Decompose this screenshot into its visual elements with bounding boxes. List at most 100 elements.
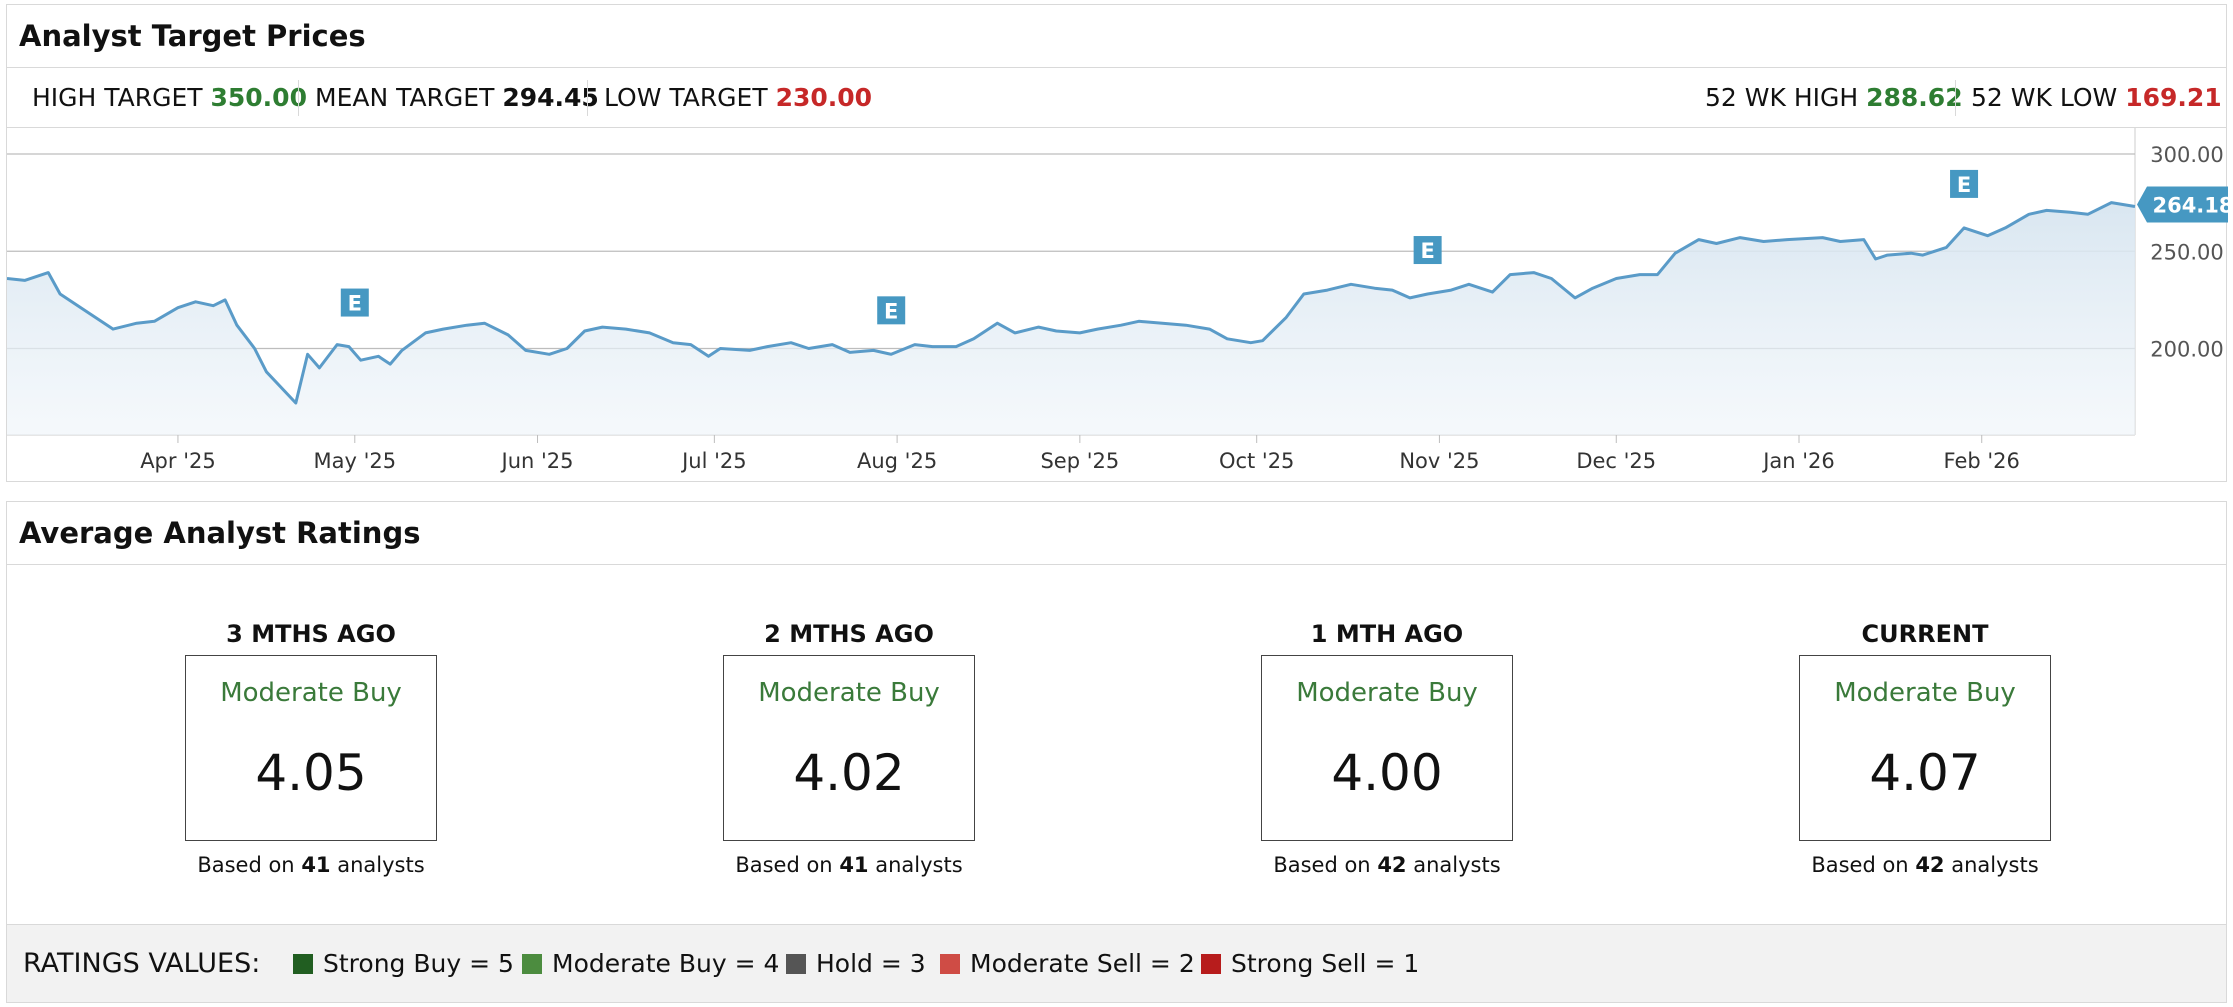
stat-divider — [587, 80, 588, 116]
x-tick-label: May '25 — [313, 449, 396, 473]
rating-3-months-ago: 3 MTHS AGO Moderate Buy 4.05 Based on 41… — [161, 617, 461, 877]
legend-hold: Hold = 3 — [786, 925, 926, 1003]
wk52-low-value: 169.21 — [2125, 83, 2222, 112]
y-tick-label: 200.00 — [2150, 338, 2223, 362]
low-target-value: 230.00 — [775, 83, 873, 112]
legend-label: Hold = 3 — [816, 949, 926, 978]
legend-swatch — [1201, 954, 1221, 974]
analysts-text: analysts — [1951, 853, 2039, 877]
ratings-columns: 3 MTHS AGO Moderate Buy 4.05 Based on 41… — [7, 617, 2226, 877]
rating-period: 2 MTHS AGO — [764, 620, 934, 648]
legend-label: Strong Sell = 1 — [1231, 949, 1420, 978]
low-target: LOW TARGET 230.00 — [604, 68, 872, 128]
high-target-value: 350.00 — [210, 83, 307, 112]
current-price-tag — [2137, 186, 2228, 223]
based-on-text: Based on — [197, 853, 295, 877]
based-on-text: Based on — [1273, 853, 1371, 877]
rating-analyst-count: Based on 42 analysts — [1237, 853, 1537, 877]
x-tick-label: Dec '25 — [1576, 449, 1656, 473]
earnings-marker-box — [877, 296, 906, 325]
earnings-marker-box — [340, 288, 369, 317]
earnings-marker-box — [1950, 169, 1979, 198]
current-price-label: 264.18 — [2152, 194, 2228, 218]
x-tick-label: Feb '26 — [1944, 449, 2020, 473]
low-target-label: LOW TARGET — [604, 83, 768, 112]
earnings-marker[interactable]: E — [340, 288, 369, 317]
rating-box: Moderate Buy 4.07 — [1799, 655, 2051, 841]
legend-swatch — [522, 954, 542, 974]
rating-score: 4.02 — [793, 744, 905, 802]
rating-score: 4.07 — [1869, 744, 1981, 802]
analyst-count: 42 — [1915, 853, 1945, 877]
earnings-marker-label: E — [348, 292, 362, 316]
rating-current: CURRENT Moderate Buy 4.07 Based on 42 an… — [1775, 617, 2075, 877]
earnings-marker-label: E — [884, 299, 898, 323]
earnings-marker-label: E — [1957, 173, 1971, 197]
analysts-text: analysts — [875, 853, 963, 877]
price-line — [7, 201, 2136, 405]
x-tick-label: Nov '25 — [1399, 449, 1479, 473]
analyst-count: 41 — [839, 853, 869, 877]
target-prices-title: Analyst Target Prices — [7, 5, 2226, 68]
mean-target: MEAN TARGET 294.45 — [315, 68, 599, 128]
rating-1-month-ago: 1 MTH AGO Moderate Buy 4.00 Based on 42 … — [1237, 617, 1537, 877]
rating-label: Moderate Buy — [758, 678, 940, 708]
legend-label: Strong Buy = 5 — [323, 949, 514, 978]
analyst-count: 42 — [1377, 853, 1407, 877]
mean-target-value: 294.45 — [502, 83, 599, 112]
legend-moderate-buy: Moderate Buy = 4 — [522, 925, 779, 1003]
rating-period: CURRENT — [1861, 620, 1989, 648]
legend-strong-buy: Strong Buy = 5 — [293, 925, 514, 1003]
x-tick-label: Jan '26 — [1761, 449, 1835, 473]
rating-label: Moderate Buy — [1296, 678, 1478, 708]
earnings-marker[interactable]: E — [877, 296, 906, 325]
y-tick-label: 250.00 — [2150, 240, 2223, 264]
based-on-text: Based on — [735, 853, 833, 877]
rating-2-months-ago: 2 MTHS AGO Moderate Buy 4.02 Based on 41… — [699, 617, 999, 877]
rating-analyst-count: Based on 41 analysts — [161, 853, 461, 877]
ratings-panel: Average Analyst Ratings 3 MTHS AGO Moder… — [6, 501, 2227, 1003]
rating-analyst-count: Based on 41 analysts — [699, 853, 999, 877]
analysts-text: analysts — [1413, 853, 1501, 877]
x-tick-label: Apr '25 — [140, 449, 216, 473]
ratings-legend: RATINGS VALUES: Strong Buy = 5 Moderate … — [7, 924, 2226, 1002]
wk52-low: 52 WK LOW 169.21 — [1971, 68, 2222, 128]
x-tick-label: Oct '25 — [1219, 449, 1294, 473]
earnings-marker[interactable]: E — [1413, 236, 1442, 265]
analyst-count: 41 — [301, 853, 331, 877]
x-tick-label: Jul '25 — [680, 449, 747, 473]
legend-label: Moderate Sell = 2 — [970, 949, 1195, 978]
wk52-low-label: 52 WK LOW — [1971, 83, 2118, 112]
rating-box: Moderate Buy 4.05 — [185, 655, 437, 841]
wk52-high: 52 WK HIGH 288.62 — [1705, 68, 1963, 128]
x-tick-label: Jun '25 — [500, 449, 574, 473]
legend-swatch — [940, 954, 960, 974]
price-chart[interactable]: 300.00 250.00 200.00 Apr '25 May '25 Jun '25 J… — [7, 5, 2228, 483]
legend-swatch — [786, 954, 806, 974]
x-tick-label: Aug '25 — [857, 449, 937, 473]
ratings-title: Average Analyst Ratings — [7, 502, 2226, 565]
rating-period: 3 MTHS AGO — [226, 620, 396, 648]
mean-target-label: MEAN TARGET — [315, 83, 495, 112]
high-target-label: HIGH TARGET — [32, 83, 203, 112]
y-tick-label: 300.00 — [2150, 143, 2223, 167]
high-target: HIGH TARGET 350.00 — [32, 68, 307, 128]
x-tick-label: Sep '25 — [1040, 449, 1119, 473]
wk52-high-label: 52 WK HIGH — [1705, 83, 1859, 112]
analysts-text: analysts — [337, 853, 425, 877]
target-stats-bar: HIGH TARGET 350.00 MEAN TARGET 294.45 LO… — [7, 68, 2226, 128]
rating-box: Moderate Buy 4.02 — [723, 655, 975, 841]
earnings-marker[interactable]: E — [1950, 169, 1979, 198]
legend-title: RATINGS VALUES: — [23, 948, 261, 979]
legend-label: Moderate Buy = 4 — [552, 949, 780, 978]
rating-score: 4.00 — [1331, 744, 1443, 802]
rating-label: Moderate Buy — [1834, 678, 2016, 708]
rating-score: 4.05 — [255, 744, 367, 802]
legend-moderate-sell: Moderate Sell = 2 — [940, 925, 1195, 1003]
rating-box: Moderate Buy 4.00 — [1261, 655, 1513, 841]
legend-swatch — [293, 954, 313, 974]
price-area — [7, 202, 2135, 435]
wk52-high-value: 288.62 — [1866, 83, 1963, 112]
target-prices-panel: Analyst Target Prices HIGH TARGET 350.00… — [6, 4, 2228, 483]
rating-period: 1 MTH AGO — [1310, 620, 1464, 648]
